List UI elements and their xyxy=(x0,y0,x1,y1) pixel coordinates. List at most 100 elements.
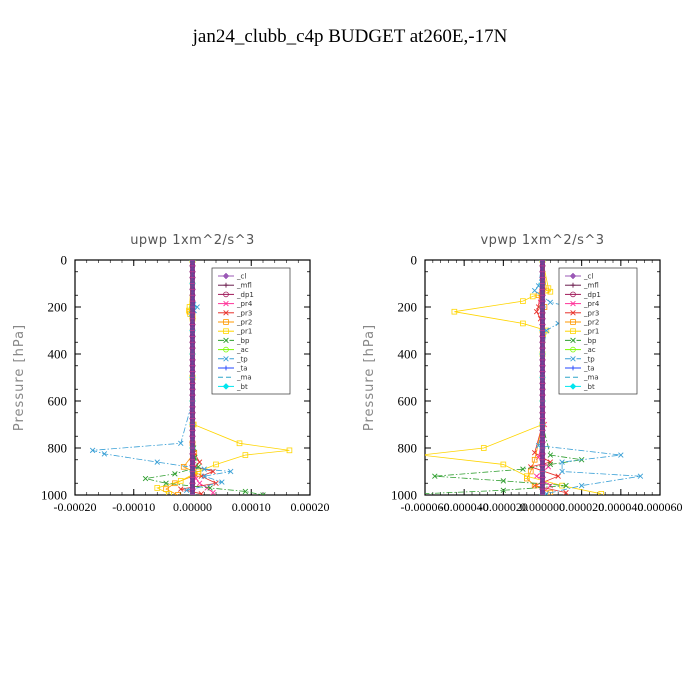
legend-label: _cl xyxy=(236,273,246,281)
panel-title: vpwp 1xm^2/s^3 xyxy=(480,233,604,248)
legend-label: _bp xyxy=(236,337,250,345)
data-point xyxy=(201,466,207,472)
data-point xyxy=(563,489,569,495)
legend-marker xyxy=(223,282,229,288)
y-tick-label: 400 xyxy=(398,347,418,362)
data-point xyxy=(547,482,554,489)
legend-entry: _mfl xyxy=(218,282,252,290)
legend-marker xyxy=(570,282,576,288)
legend-entry: _bt xyxy=(565,383,595,391)
legend-marker xyxy=(570,291,576,298)
legend-entry: _ma xyxy=(565,374,599,382)
data-point xyxy=(547,299,554,306)
legend-entry: _cl xyxy=(218,273,246,281)
data-point xyxy=(183,487,190,494)
data-point xyxy=(563,482,569,489)
legend-marker xyxy=(223,310,229,316)
data-point xyxy=(533,308,540,315)
y-tick-label: 800 xyxy=(48,441,68,456)
data-point xyxy=(520,320,526,327)
data-point xyxy=(480,445,487,451)
legend-marker xyxy=(223,319,229,325)
series-line xyxy=(180,260,218,495)
figure-title: jan24_clubb_c4p BUDGET at260E,-17N xyxy=(192,26,508,47)
legend-entry: _pr3 xyxy=(565,309,599,317)
data-point xyxy=(195,468,202,475)
legend-marker xyxy=(570,365,576,371)
data-point xyxy=(500,461,507,468)
legend-label: _ma xyxy=(583,374,599,382)
plot-area xyxy=(89,260,293,495)
legend-label: _bp xyxy=(583,337,597,345)
x-tick-label: 0.000060 xyxy=(638,500,683,514)
x-tick-label: -0.000060 xyxy=(401,500,450,514)
y-tick-label: 1000 xyxy=(41,488,67,503)
legend-entry: _tp xyxy=(565,355,595,363)
data-point xyxy=(219,479,225,485)
data-point xyxy=(559,459,565,465)
y-tick-label: 1000 xyxy=(391,488,417,503)
data-point xyxy=(637,473,644,479)
data-point xyxy=(419,453,424,458)
legend-marker xyxy=(223,300,229,307)
data-point xyxy=(236,440,243,447)
data-point xyxy=(201,473,207,479)
data-point xyxy=(529,293,536,300)
data-point xyxy=(210,468,216,475)
legend-entry: _pr1 xyxy=(218,328,252,336)
data-point xyxy=(500,487,507,494)
legend-label: _ac xyxy=(236,346,249,354)
x-tick-label: -0.000020 xyxy=(479,500,528,514)
legend-label: _pr4 xyxy=(583,300,600,308)
x-tick-label: -0.00010 xyxy=(112,500,155,514)
vpwp-panel: vpwp 1xm^2/s^3 Pressure [hPa] 0 200 400 600 80… xyxy=(362,233,683,514)
plot-area xyxy=(419,260,644,495)
data-point xyxy=(527,468,534,475)
data-point xyxy=(559,468,565,475)
legend-entry: _pr2 xyxy=(218,319,252,327)
legend-label: _ma xyxy=(236,374,252,382)
data-point xyxy=(531,287,538,294)
legend-label: _bt xyxy=(236,383,248,391)
data-point xyxy=(154,459,160,465)
data-point xyxy=(178,440,184,447)
legend-entry: _ac xyxy=(218,346,249,354)
y-axis-label: Pressure [hPa] xyxy=(12,324,27,431)
legend-label: _pr3 xyxy=(236,309,252,317)
legend: _cl_mfl_dp1_pr4_pr3_pr2_pr1_bp_ac_tp_ta_… xyxy=(211,267,291,395)
legend-marker xyxy=(569,383,577,390)
data-point xyxy=(163,480,169,486)
y-tick-label: 400 xyxy=(48,347,68,362)
legend-entry: _pr4 xyxy=(565,300,600,308)
legend-marker xyxy=(223,328,229,334)
legend-marker xyxy=(570,310,576,316)
legend-label: _ta xyxy=(236,365,248,373)
legend-label: _tp xyxy=(583,355,595,363)
series-line xyxy=(425,260,582,495)
legend-label: _cl xyxy=(583,273,593,281)
data-point xyxy=(196,480,203,486)
legend-entry: _ta xyxy=(218,365,248,373)
legend-marker xyxy=(223,356,229,362)
y-tick-label: 200 xyxy=(398,300,418,315)
y-tick-label: 600 xyxy=(398,394,418,409)
x-tick-label: 0.00020 xyxy=(291,500,330,514)
legend-marker xyxy=(222,383,230,390)
legend-entry: _bt xyxy=(218,383,248,391)
data-point xyxy=(520,298,526,304)
legend-label: _pr3 xyxy=(583,309,599,317)
legend-label: _mfl xyxy=(583,282,599,290)
data-point xyxy=(524,473,530,479)
data-point xyxy=(178,486,184,492)
legend-entry: _pr1 xyxy=(565,328,599,336)
legend-marker xyxy=(223,346,229,353)
data-point xyxy=(260,492,266,495)
x-tick-label: 0.000000 xyxy=(520,500,565,514)
data-point xyxy=(618,452,624,458)
x-tick-label: 0.000040 xyxy=(598,500,643,514)
data-point xyxy=(213,461,219,468)
legend-label: _dp1 xyxy=(583,291,601,299)
legend-marker xyxy=(223,291,229,298)
data-point xyxy=(163,486,169,492)
